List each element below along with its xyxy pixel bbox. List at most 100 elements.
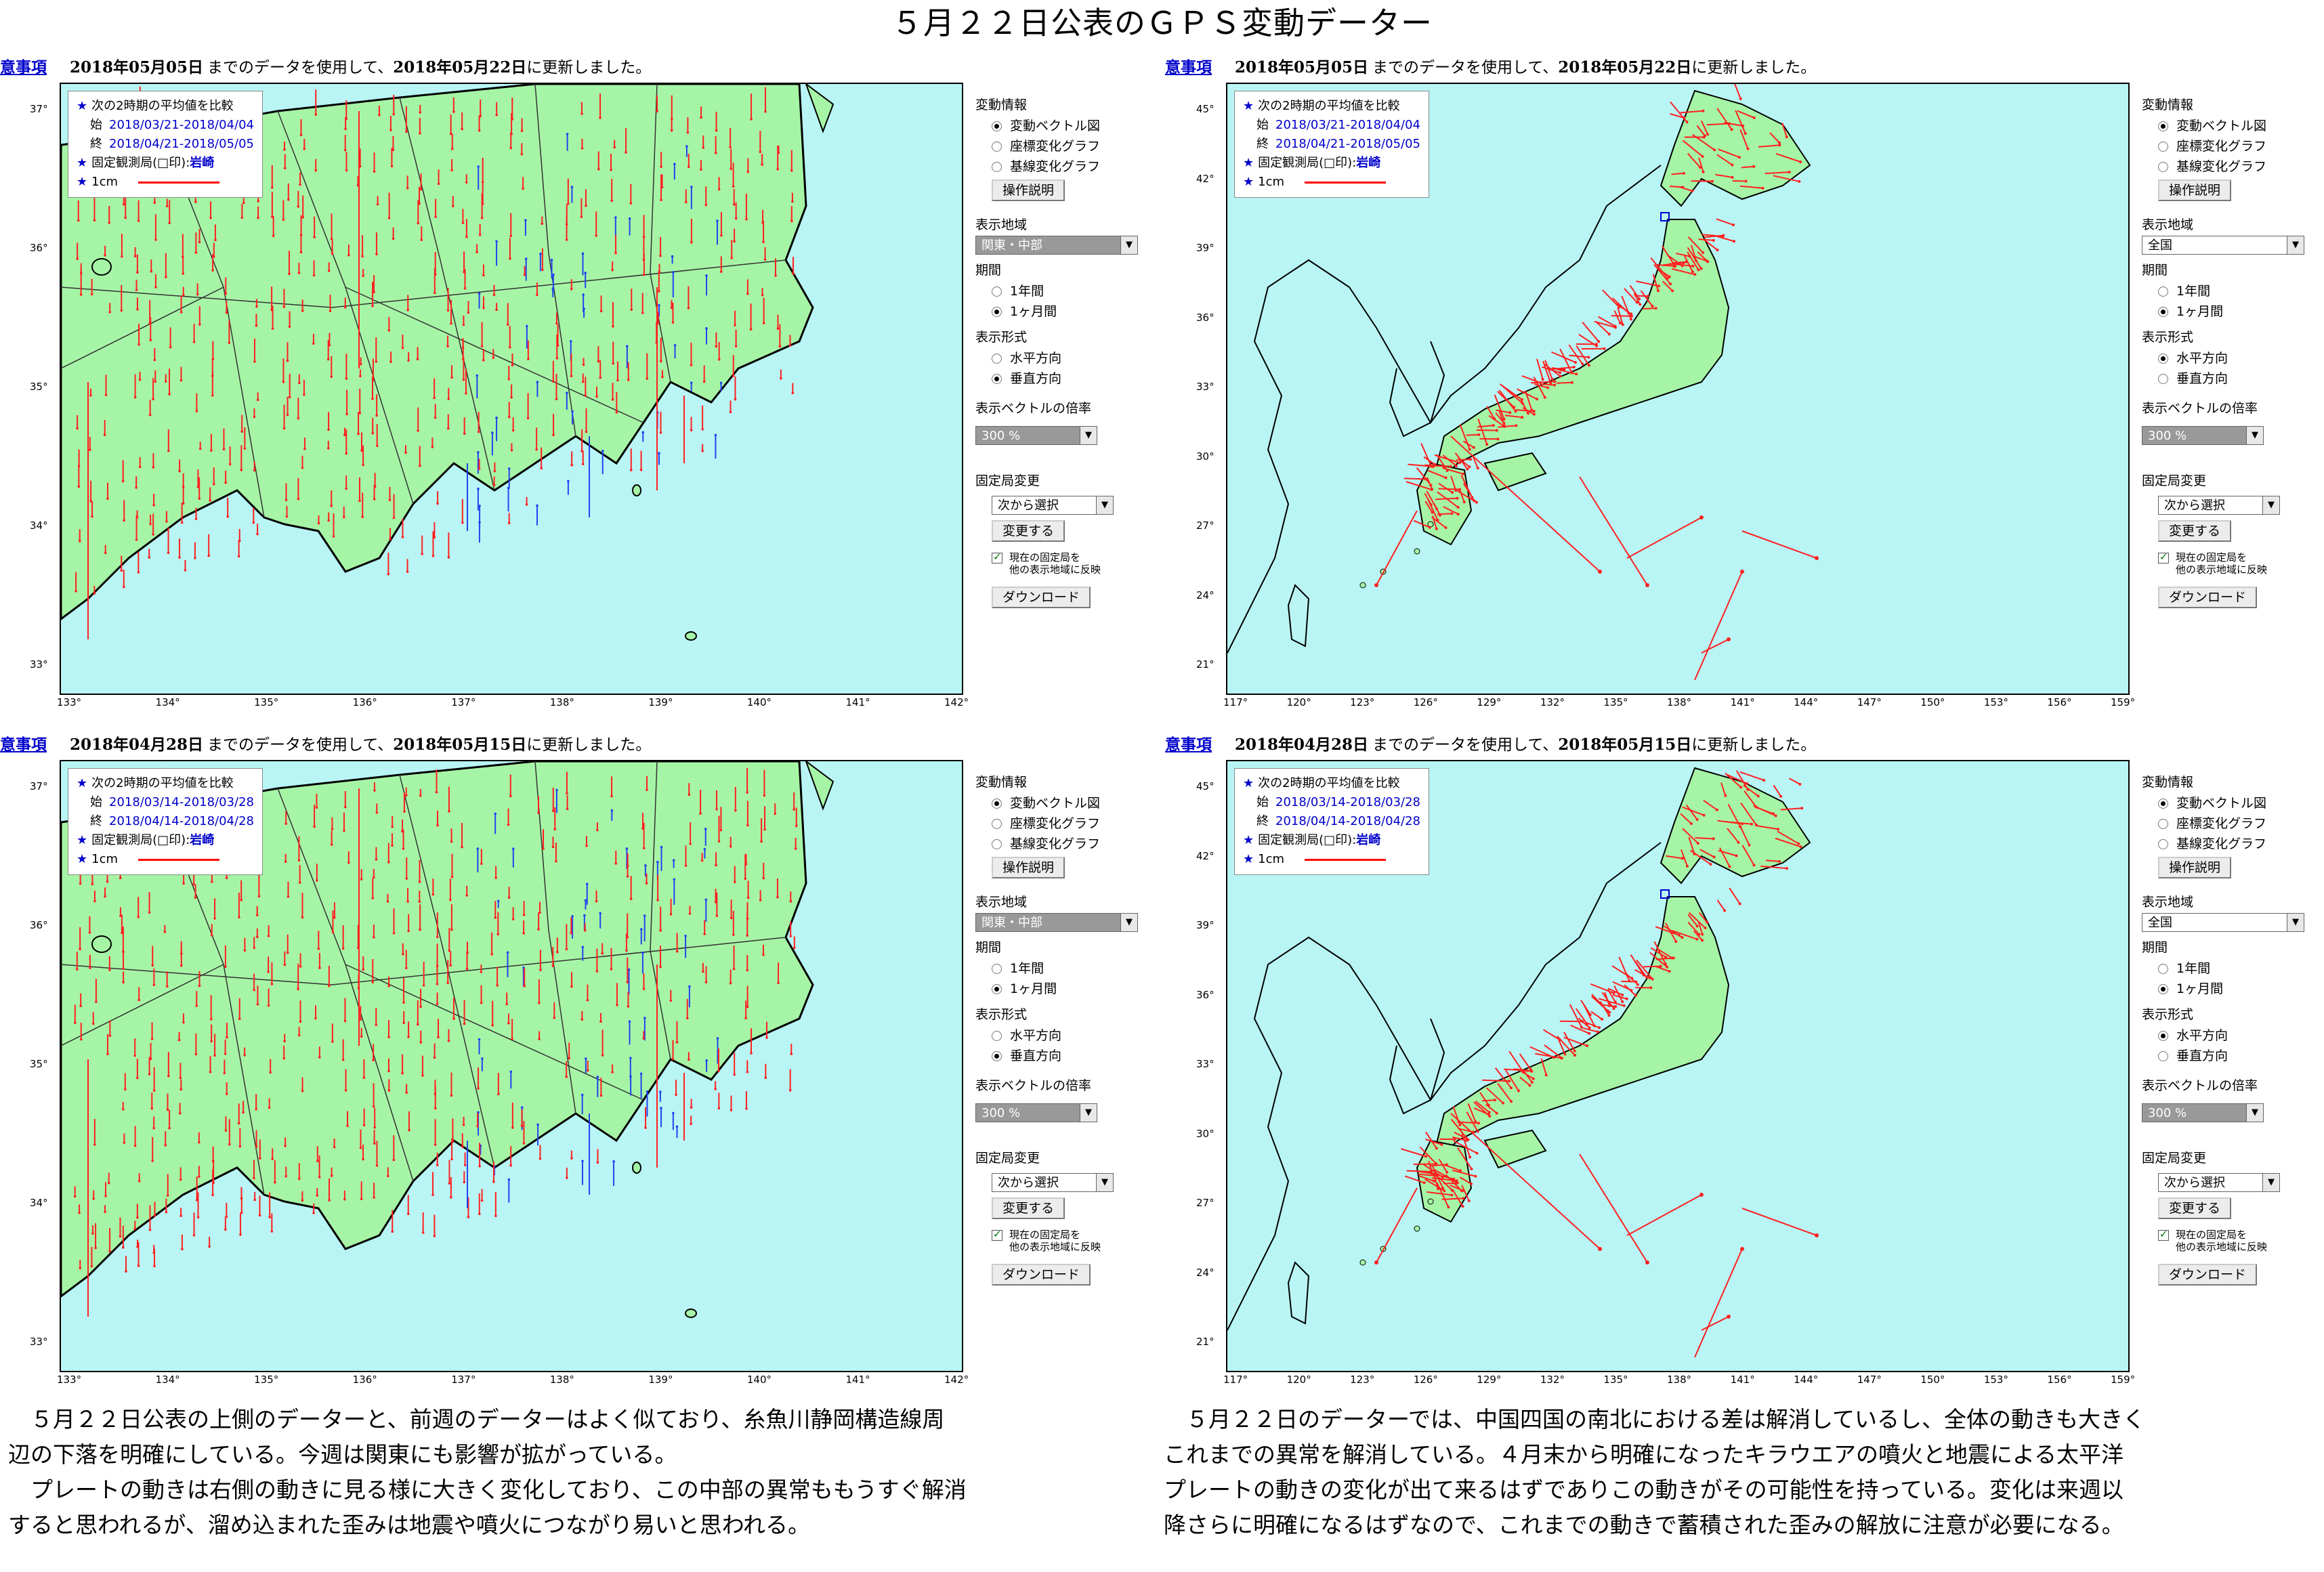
period-group-option[interactable]: 1年間 — [2142, 281, 2291, 301]
format-group-option[interactable]: 水平方向 — [975, 348, 1124, 368]
gnss-station — [1435, 507, 1438, 511]
info-type-group-option[interactable]: 変動ベクトル図 — [975, 116, 1124, 136]
help-button[interactable]: 操作説明 — [992, 179, 1065, 201]
station-select[interactable]: 次から選択 ▼ — [2158, 1173, 2280, 1192]
download-button[interactable]: ダウンロード — [2158, 587, 2258, 608]
region-select[interactable]: 関東・中部 ▼ — [975, 913, 1138, 932]
download-button[interactable]: ダウンロード — [2158, 1264, 2258, 1286]
info-type-group-option[interactable]: 座標変化グラフ — [2142, 813, 2291, 834]
gnss-station — [1722, 234, 1725, 237]
info-type-group-option[interactable]: 基線変化グラフ — [975, 834, 1124, 854]
station-select[interactable]: 次から選択 ▼ — [2158, 496, 2280, 515]
radio-button[interactable] — [2158, 373, 2168, 384]
radio-button[interactable] — [2158, 983, 2168, 994]
change-button[interactable]: 変更する — [992, 1197, 1065, 1219]
radio-button[interactable] — [2158, 1030, 2168, 1041]
format-group-option[interactable]: 垂直方向 — [2142, 368, 2291, 389]
prefecture-border — [61, 964, 224, 1046]
notice-link[interactable]: 意事項 — [0, 59, 47, 77]
format-group-option[interactable]: 垂直方向 — [975, 1046, 1124, 1066]
reflect-checkbox[interactable] — [2158, 551, 2169, 564]
notice-link[interactable]: 意事項 — [0, 736, 47, 754]
radio-button[interactable] — [992, 286, 1002, 297]
change-button[interactable]: 変更する — [2158, 520, 2232, 542]
gnss-station — [209, 1018, 213, 1021]
radio-button[interactable] — [2158, 838, 2168, 849]
period-group-option[interactable]: 1年間 — [975, 281, 1124, 301]
format-group-option[interactable]: 水平方向 — [975, 1025, 1124, 1046]
radio-button[interactable] — [2158, 121, 2168, 131]
station-select[interactable]: 次から選択 ▼ — [992, 1173, 1114, 1192]
download-button[interactable]: ダウンロード — [992, 1264, 1091, 1286]
radio-button[interactable] — [992, 121, 1002, 131]
period-group-option[interactable]: 1ヶ月間 — [2142, 301, 2291, 322]
gnss-station — [375, 858, 378, 861]
region-select[interactable]: 全国 ▼ — [2142, 913, 2304, 932]
radio-button[interactable] — [2158, 161, 2168, 172]
info-type-group-option[interactable]: 変動ベクトル図 — [975, 793, 1124, 813]
info-type-group-option[interactable]: 変動ベクトル図 — [2142, 116, 2291, 136]
info-type-group-option[interactable]: 座標変化グラフ — [2142, 136, 2291, 156]
radio-button[interactable] — [992, 818, 1002, 829]
radio-button[interactable] — [2158, 306, 2168, 317]
radio-button[interactable] — [992, 798, 1002, 809]
gnss-station — [745, 1107, 748, 1110]
gnss-station — [538, 1157, 542, 1160]
change-button[interactable]: 変更する — [2158, 1197, 2232, 1219]
scale-select[interactable]: 300 % ▼ — [2142, 1103, 2264, 1122]
format-group-option[interactable]: 水平方向 — [2142, 348, 2291, 368]
notice-link[interactable]: 意事項 — [1165, 59, 1212, 77]
radio-button[interactable] — [992, 963, 1002, 974]
scale-select[interactable]: 300 % ▼ — [975, 426, 1097, 445]
radio-button[interactable] — [992, 373, 1002, 384]
scale-select[interactable]: 300 % ▼ — [975, 1103, 1097, 1122]
radio-button[interactable] — [2158, 1050, 2168, 1061]
reflect-checkbox[interactable] — [992, 1228, 1002, 1241]
format-group-option[interactable]: 垂直方向 — [975, 368, 1124, 389]
radio-button[interactable] — [2158, 818, 2168, 829]
radio-button[interactable] — [992, 161, 1002, 172]
format-group-option[interactable]: 垂直方向 — [2142, 1046, 2291, 1066]
format-group-option[interactable]: 水平方向 — [2142, 1025, 2291, 1046]
info-type-group-option[interactable]: 座標変化グラフ — [975, 136, 1124, 156]
radio-button[interactable] — [992, 141, 1002, 152]
radio-button[interactable] — [2158, 963, 2168, 974]
region-select[interactable]: 全国 ▼ — [2142, 236, 2304, 255]
info-type-group-option[interactable]: 基線変化グラフ — [2142, 156, 2291, 177]
radio-button[interactable] — [992, 306, 1002, 317]
period-group-option[interactable]: 1ヶ月間 — [2142, 979, 2291, 999]
radio-button[interactable] — [2158, 141, 2168, 152]
period-group-option[interactable]: 1年間 — [975, 958, 1124, 979]
region-select[interactable]: 関東・中部 ▼ — [975, 236, 1138, 255]
info-type-group-option[interactable]: 変動ベクトル図 — [2142, 793, 2291, 813]
scale-select[interactable]: 300 % ▼ — [2142, 426, 2264, 445]
station-select[interactable]: 次から選択 ▼ — [992, 496, 1114, 515]
info-type-group-option[interactable]: 基線変化グラフ — [975, 156, 1124, 177]
period-group-option[interactable]: 1年間 — [2142, 958, 2291, 979]
radio-button[interactable] — [992, 1050, 1002, 1061]
change-button[interactable]: 変更する — [992, 520, 1065, 542]
reflect-checkbox[interactable] — [2158, 1228, 2169, 1241]
radio-button[interactable] — [2158, 353, 2168, 364]
radio-button[interactable] — [2158, 798, 2168, 809]
help-button[interactable]: 操作説明 — [992, 857, 1065, 878]
help-button[interactable]: 操作説明 — [2158, 179, 2232, 201]
radio-button[interactable] — [992, 1030, 1002, 1041]
radio-button[interactable] — [992, 353, 1002, 364]
reflect-checkbox[interactable] — [992, 551, 1002, 564]
radio-button[interactable] — [992, 838, 1002, 849]
radio-button[interactable] — [2158, 286, 2168, 297]
period-group-option[interactable]: 1ヶ月間 — [975, 979, 1124, 999]
info-type-group-option[interactable]: 基線変化グラフ — [2142, 834, 2291, 854]
period-group-option[interactable]: 1ヶ月間 — [975, 301, 1124, 322]
info-type-group-option[interactable]: 座標変化グラフ — [975, 813, 1124, 834]
gnss-station — [152, 503, 155, 507]
download-button[interactable]: ダウンロード — [992, 587, 1091, 608]
radio-button[interactable] — [992, 983, 1002, 994]
notice-link[interactable]: 意事項 — [1165, 736, 1212, 754]
help-button[interactable]: 操作説明 — [2158, 857, 2232, 878]
